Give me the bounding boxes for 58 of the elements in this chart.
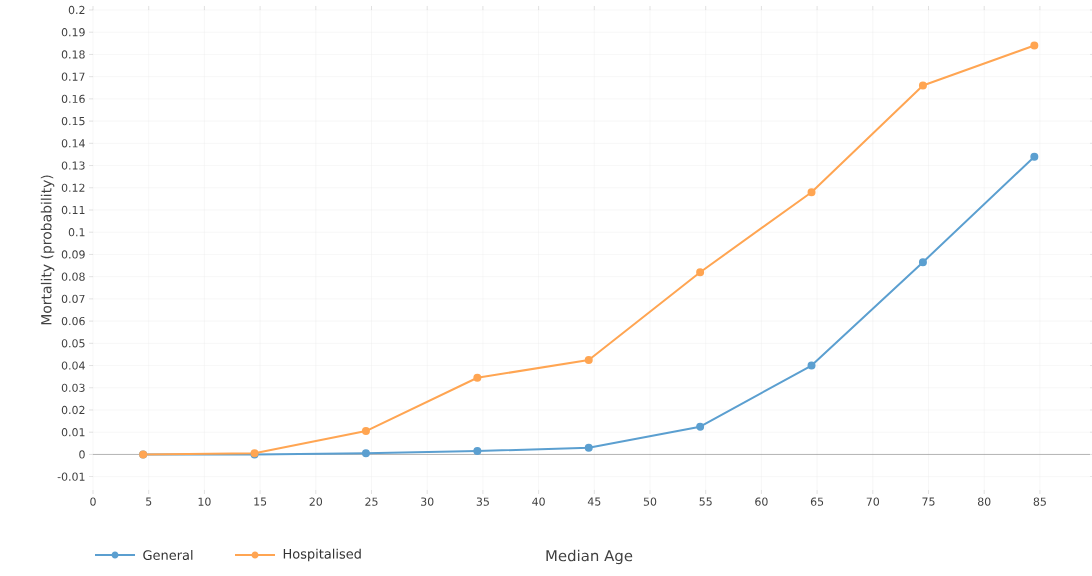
y-tick-label: 0.18: [61, 50, 85, 59]
x-tick-label: 35: [476, 497, 489, 506]
x-tick-label: 50: [643, 497, 657, 506]
y-tick-label: 0.07: [61, 294, 85, 304]
y-tick-label: 0.09: [61, 250, 85, 259]
point: [1030, 41, 1039, 50]
x-tick-label: 5: [146, 497, 152, 506]
x-tick-label: 45: [587, 497, 601, 506]
y-tick-label: 0.08: [61, 272, 85, 281]
y-tick-label: 0.12: [61, 183, 85, 192]
y-tick-label: 0.14: [61, 139, 85, 148]
x-tick-label: 65: [810, 497, 824, 506]
x-axis-title: Median Age: [546, 549, 633, 565]
y-tick-label: -0.01: [57, 472, 85, 481]
x-tick-label: 0: [90, 497, 96, 506]
x-tick-label: 30: [421, 497, 434, 506]
y-tick-label: 0.17: [61, 72, 85, 81]
point: [361, 449, 370, 458]
point: [361, 427, 370, 436]
point: [696, 268, 705, 277]
x-tick-label: 15: [254, 497, 267, 506]
x-tick-label: 25: [365, 497, 378, 506]
point: [473, 447, 482, 456]
y-tick-label: 0.19: [61, 28, 85, 37]
x-tick-label: 40: [532, 497, 545, 506]
point: [807, 188, 816, 197]
y-tick-label: 0.01: [61, 428, 85, 437]
point: [473, 373, 482, 382]
y-tick-label: 0.02: [61, 405, 85, 415]
point: [696, 422, 705, 431]
x-tick-label: 80: [977, 497, 991, 506]
y-tick-label: 0.05: [61, 339, 85, 348]
point: [584, 443, 593, 452]
x-tick-label: 60: [755, 497, 768, 506]
point: [584, 355, 593, 364]
x-tick-label: 55: [699, 497, 712, 506]
legend-label: Hospitalised: [283, 548, 361, 562]
y-tick-label: 0.03: [61, 383, 85, 392]
point: [918, 81, 927, 90]
point: [807, 361, 816, 370]
point: [918, 258, 927, 267]
y-tick-label: 0.04: [61, 361, 85, 370]
y-tick-label: 0.06: [61, 316, 85, 326]
x-tick-label: 85: [1033, 497, 1046, 506]
x-tick-label: 10: [198, 497, 211, 506]
point: [1030, 152, 1039, 161]
y-tick-label: 0.2: [68, 5, 85, 15]
y-tick-label: 0.16: [61, 94, 85, 104]
x-tick-label: 70: [866, 497, 880, 506]
y-tick-label: 0.11: [61, 205, 85, 215]
x-tick-label: 20: [309, 497, 323, 506]
legend-label: General: [143, 549, 193, 560]
y-tick-label: 0: [79, 450, 85, 459]
y-tick-label: 0.13: [61, 161, 85, 170]
x-tick-label: 75: [922, 497, 935, 506]
y-axis-title: Mortality (probability): [40, 175, 55, 325]
y-tick-label: 0.15: [61, 116, 85, 126]
y-tick-label: 0.1: [68, 228, 85, 237]
